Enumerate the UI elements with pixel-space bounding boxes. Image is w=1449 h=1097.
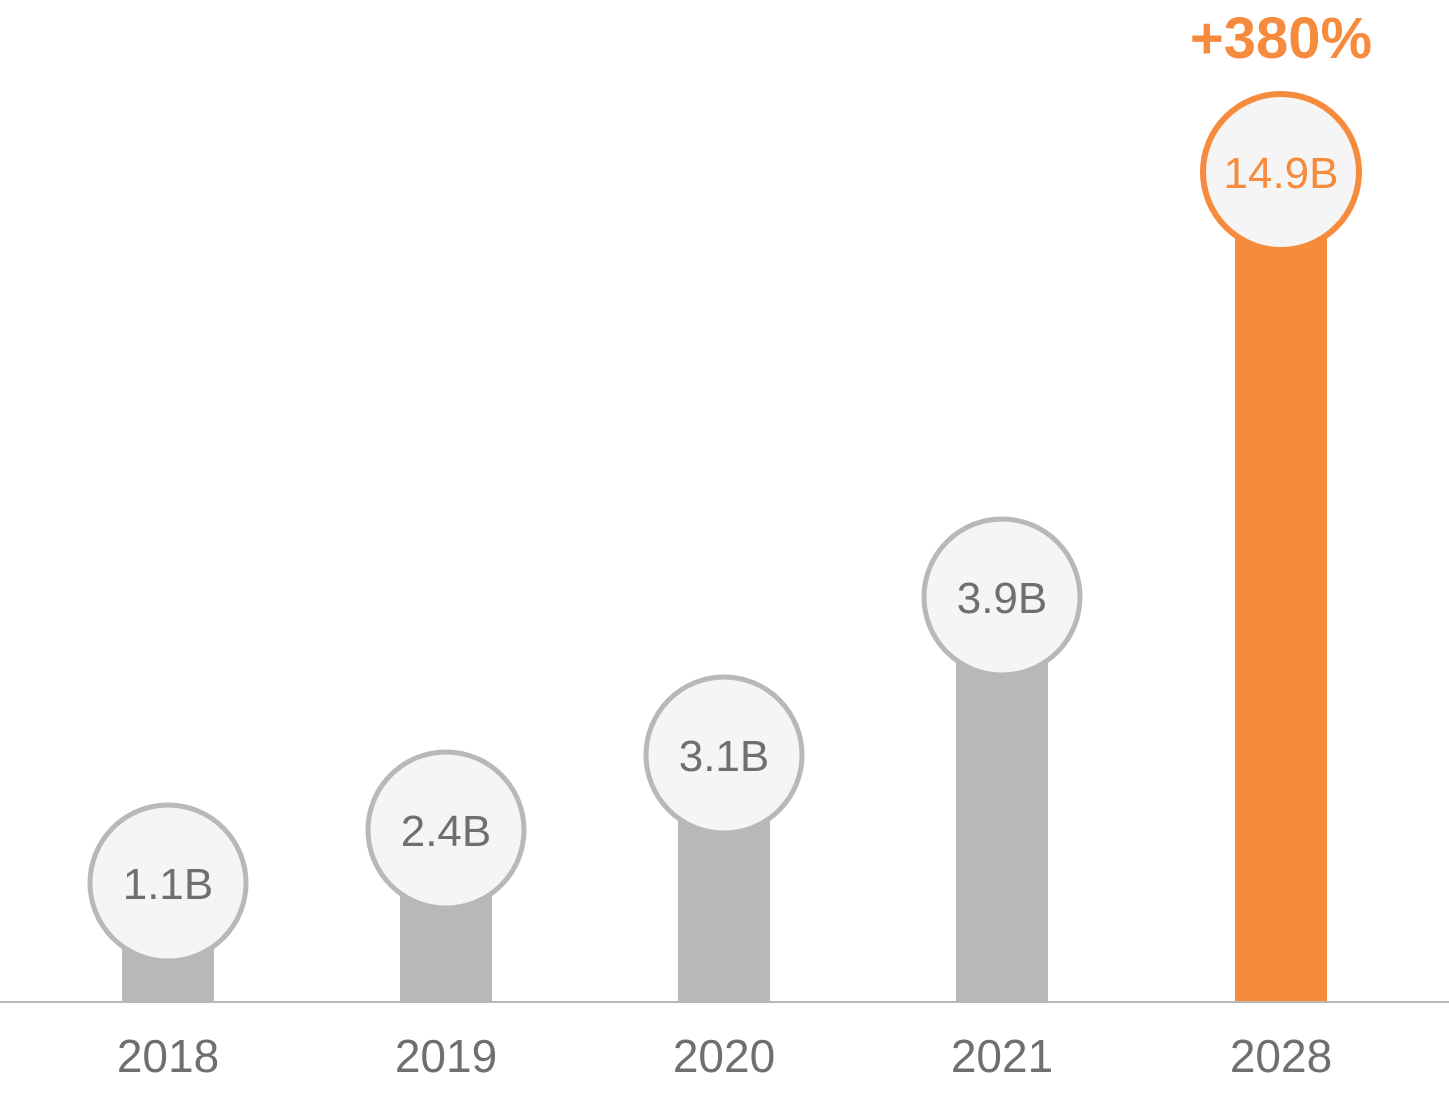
value-labels-layer: 1.1B 2.4B 3.1B 3.9B 14.9B bbox=[87, 91, 1362, 964]
value-label-2020: 3.1B bbox=[679, 732, 770, 781]
x-tick-label-2028: 2028 bbox=[1230, 1030, 1332, 1082]
bar-2028 bbox=[1235, 172, 1327, 1002]
value-label-2018: 1.1B bbox=[123, 860, 214, 909]
x-axis-ticks: 2018 2019 2020 2021 2028 bbox=[117, 1030, 1332, 1082]
x-tick-label-2018: 2018 bbox=[117, 1030, 219, 1082]
value-label-2021: 3.9B bbox=[957, 574, 1048, 623]
value-label-2028: 14.9B bbox=[1224, 149, 1339, 198]
value-bubble-2028 bbox=[1200, 91, 1362, 253]
growth-annotation: +380% bbox=[1190, 6, 1372, 71]
value-bubble-2020 bbox=[643, 674, 805, 836]
x-tick-label-2019: 2019 bbox=[395, 1030, 497, 1082]
x-tick-label-2021: 2021 bbox=[951, 1030, 1053, 1082]
value-bubble-2018 bbox=[87, 802, 249, 964]
value-bubble-2019 bbox=[365, 749, 527, 911]
value-label-2019: 2.4B bbox=[401, 807, 492, 856]
value-bubble-2021 bbox=[921, 516, 1083, 678]
bars-layer bbox=[122, 172, 1327, 1002]
x-tick-label-2020: 2020 bbox=[673, 1030, 775, 1082]
